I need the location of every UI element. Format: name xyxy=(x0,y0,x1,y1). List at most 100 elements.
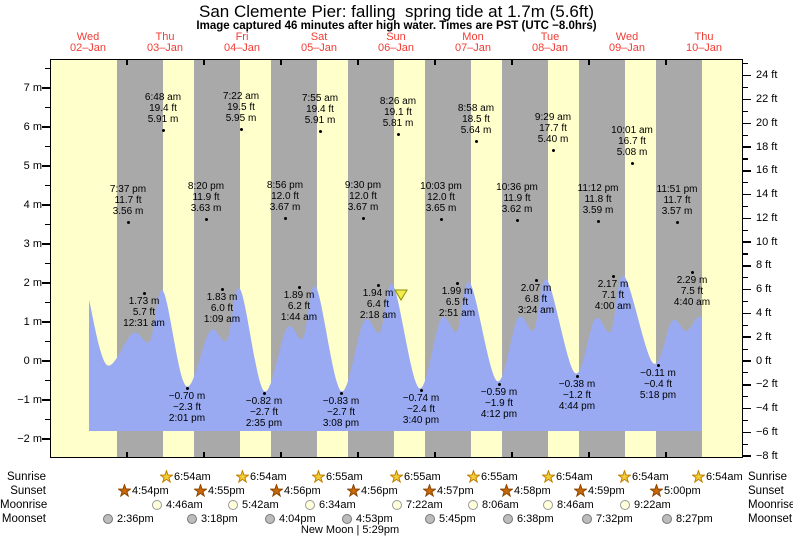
day-label-date: 06–Jan xyxy=(377,42,415,54)
y-axis-label-right: 20 ft xyxy=(756,116,778,129)
low-tide-dot xyxy=(339,391,343,395)
moonrise-time: 8:46am xyxy=(557,499,594,511)
y-axis-label-right: −4 ft xyxy=(756,402,778,415)
x-axis-tick-top xyxy=(588,60,590,65)
new-moon-label: New Moon | 5:29pm xyxy=(300,524,400,536)
sunrise-row-label-left: Sunrise xyxy=(7,470,46,483)
y-axis-minortick-right xyxy=(743,300,748,303)
sunrise-row-label-right: Sunrise xyxy=(748,470,787,483)
y-axis-minortick-right xyxy=(743,348,748,350)
y-axis-tick-right xyxy=(743,122,751,125)
y-axis-minortick-right xyxy=(743,324,748,326)
sunrise-star-icon xyxy=(542,470,555,483)
moonset-circle-icon xyxy=(103,514,113,524)
low-tide-dot xyxy=(262,391,266,395)
high-water-label: 11:51 pm 11.7 ft 3.57 m xyxy=(656,184,698,217)
y-axis-tick-left xyxy=(42,87,50,89)
y-axis-minortick-right xyxy=(743,134,748,136)
day-label-date: 09–Jan xyxy=(608,42,646,54)
sunset-time: 5:00pm xyxy=(664,485,701,497)
moonset-circle-icon xyxy=(662,514,672,524)
high-water-label: 9:29 am 17.7 ft 5.40 m xyxy=(534,112,572,145)
y-axis-label-right: 6 ft xyxy=(756,283,772,296)
sunrise-star-icon xyxy=(390,470,403,483)
sunset-star-icon xyxy=(118,484,131,497)
high-water-label: 7:37 pm 11.7 ft 3.56 m xyxy=(109,184,147,217)
high-water-dot xyxy=(126,220,130,224)
y-axis-tick-right xyxy=(743,455,751,457)
y-axis-tick-left xyxy=(42,399,50,401)
moonset-row-label-right: Moonset xyxy=(748,512,793,525)
y-axis-minortick-left xyxy=(45,418,50,421)
sunset-star-icon xyxy=(194,484,207,497)
y-axis-minortick-left xyxy=(45,379,50,382)
moonrise-circle-icon xyxy=(152,500,162,510)
day-label-weekday: Thu xyxy=(155,31,175,43)
high-water-label: 9:30 pm 12.0 ft 3.67 m xyxy=(344,180,382,213)
moonrise-row-label-right: Moonrise xyxy=(748,498,793,511)
y-axis-tick-left xyxy=(42,204,50,206)
low-tide-label: −0.11 m −0.4 ft 5:18 pm xyxy=(639,368,677,401)
moonset-circle-icon xyxy=(582,514,592,524)
sunset-row-label-left: Sunset xyxy=(10,484,46,497)
high-tide-label: 1.99 m 6.5 ft 2:51 am xyxy=(438,286,476,319)
y-axis-label-right: −6 ft xyxy=(756,425,778,438)
chart-title: San Clemente Pier: falling spring tide a… xyxy=(199,2,594,21)
sunrise-time: 6:55am xyxy=(481,471,518,483)
y-axis-minortick-left xyxy=(45,145,50,148)
high-tide-dot xyxy=(376,283,380,287)
y-axis-label-left: 7 m xyxy=(23,81,42,94)
y-axis-label-right: 2 ft xyxy=(756,330,772,343)
y-axis-minortick-left xyxy=(45,184,50,187)
day-label-weekday: Mon xyxy=(462,31,484,43)
sunset-time: 4:56pm xyxy=(284,485,321,497)
low-tide-dot xyxy=(656,363,660,367)
high-water-dot xyxy=(361,216,365,220)
day-label-weekday: Fri xyxy=(235,31,249,43)
high-water-dot xyxy=(596,219,600,223)
high-water-dot xyxy=(161,128,165,132)
y-axis-minortick-left xyxy=(45,340,50,343)
sunset-time: 4:56pm xyxy=(361,485,398,497)
low-tide-label: −0.70 m −2.3 ft 2:01 pm xyxy=(168,391,206,424)
y-axis-label-left: 4 m xyxy=(23,198,42,211)
low-tide-label: −0.82 m −2.7 ft 2:35 pm xyxy=(245,396,283,429)
low-tide-dot xyxy=(497,382,501,386)
x-axis-tick-bottom xyxy=(280,452,282,457)
low-tide-label: −0.38 m −1.2 ft 4:44 pm xyxy=(558,379,596,412)
moonset-time: 4:53pm xyxy=(356,513,393,525)
sunrise-time: 6:55am xyxy=(326,471,363,483)
x-axis-tick-bottom xyxy=(126,452,128,457)
y-axis-minortick-left xyxy=(45,301,50,304)
day-label-date: 02–Jan xyxy=(69,42,107,54)
low-tide-dot xyxy=(575,374,579,378)
sunset-row-label-right: Sunset xyxy=(748,484,784,497)
y-axis-tick-right xyxy=(743,265,751,267)
y-axis-tick-left xyxy=(42,165,50,167)
moonset-time: 7:32pm xyxy=(596,513,633,525)
moonset-circle-icon xyxy=(503,514,513,524)
y-axis-tick-right xyxy=(743,98,751,101)
x-axis-tick-top xyxy=(434,60,436,65)
sunset-star-icon xyxy=(574,484,587,497)
high-water-label: 8:58 am 18.5 ft 5.64 m xyxy=(457,103,495,136)
high-water-dot xyxy=(283,216,287,220)
y-axis-label-left: 1 m xyxy=(23,315,42,328)
sunrise-star-icon xyxy=(618,470,631,483)
y-axis-minortick-left xyxy=(45,67,50,70)
y-axis-tick-right xyxy=(743,74,751,77)
sunrise-time: 6:54am xyxy=(174,471,211,483)
low-tide-label: −0.83 m −2.7 ft 3:08 pm xyxy=(322,396,360,429)
day-label-weekday: Sun xyxy=(386,31,406,43)
y-axis-label-left: 6 m xyxy=(23,120,42,133)
sunset-time: 4:55pm xyxy=(208,485,245,497)
high-tide-dot xyxy=(690,270,694,274)
sunset-time: 4:54pm xyxy=(132,485,169,497)
high-tide-dot xyxy=(455,281,459,285)
high-water-dot xyxy=(239,127,243,131)
y-axis-minortick-left xyxy=(45,106,50,109)
y-axis-tick-left xyxy=(42,360,50,362)
moonrise-time: 4:46am xyxy=(166,499,203,511)
low-tide-label: −0.59 m −1.9 ft 4:12 pm xyxy=(480,387,518,420)
moonrise-time: 7:22am xyxy=(406,499,443,511)
